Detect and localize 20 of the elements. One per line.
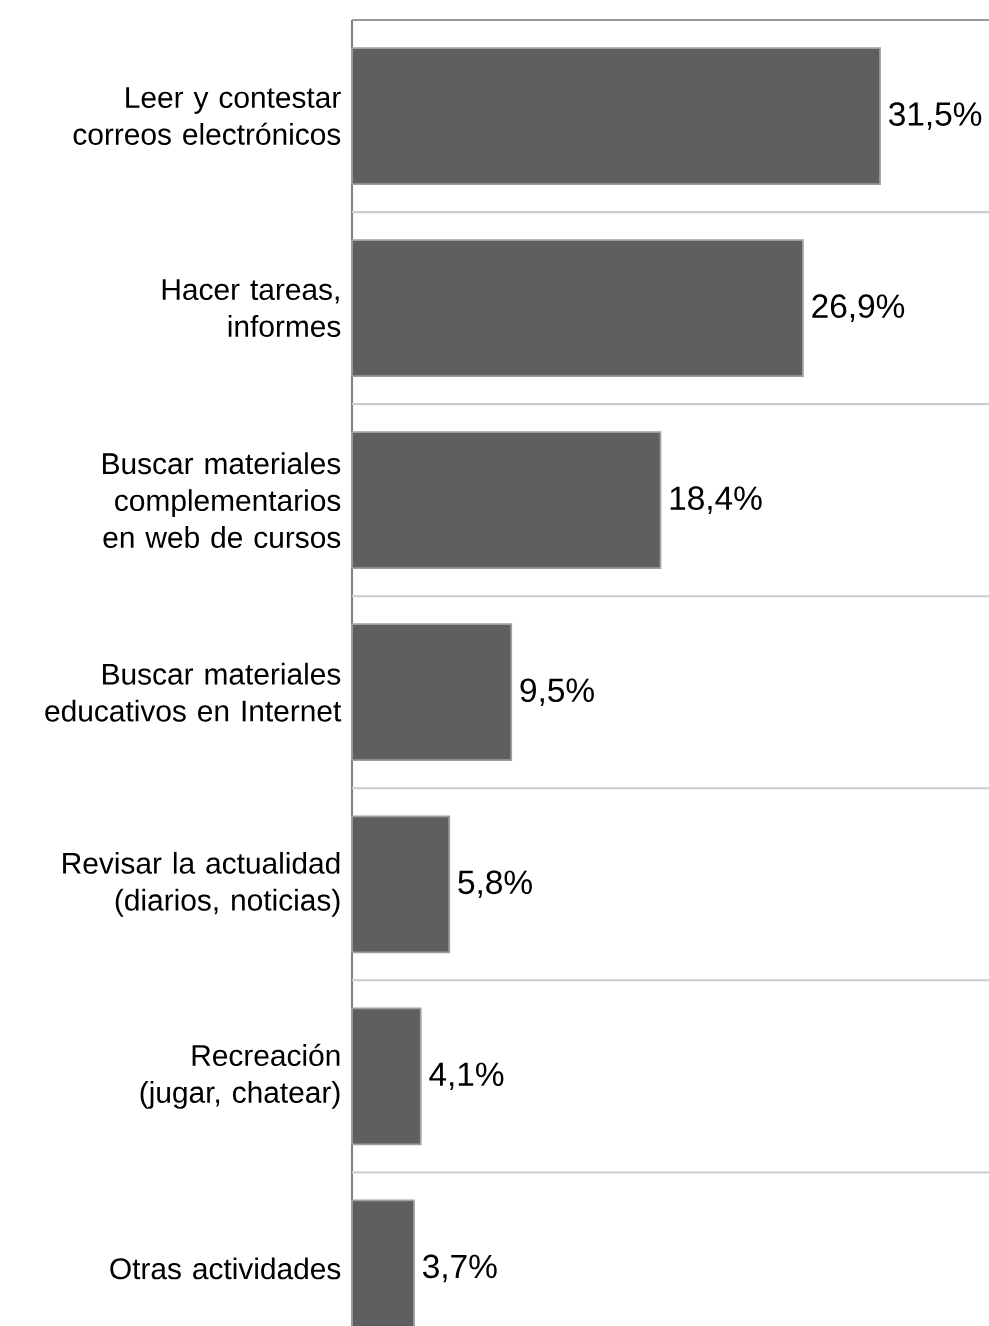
y-tick-label: Hacer tareas, informes bbox=[162, 279, 341, 337]
data-label: 4,1% bbox=[429, 1062, 504, 1091]
y-tick-label: Buscar materiales educativos en Internet bbox=[45, 662, 342, 722]
bar bbox=[351, 239, 804, 377]
y-tick-label: Revisar la actualidad (diarios, noticias) bbox=[63, 851, 340, 917]
data-label: 5,8% bbox=[458, 870, 532, 899]
data-label: 9,5% bbox=[520, 678, 594, 707]
bar bbox=[351, 623, 513, 762]
y-tick-label: Buscar materiales complementarios en web de cursos bbox=[103, 452, 341, 549]
y-tick-label: Recreación (jugar, chatear) bbox=[140, 1043, 340, 1109]
y-tick-label: Otras actividades bbox=[110, 1257, 341, 1280]
bar bbox=[351, 47, 881, 185]
data-label: 31,5% bbox=[889, 102, 982, 130]
data-label: 3,7% bbox=[423, 1254, 497, 1283]
data-label: 18,4% bbox=[670, 486, 762, 514]
bar bbox=[351, 815, 451, 954]
bar bbox=[351, 431, 662, 570]
bar bbox=[351, 1007, 422, 1146]
y-tick-label: Leer y contestar correos electrónicos bbox=[73, 87, 341, 145]
data-label: 26,9% bbox=[812, 294, 905, 322]
